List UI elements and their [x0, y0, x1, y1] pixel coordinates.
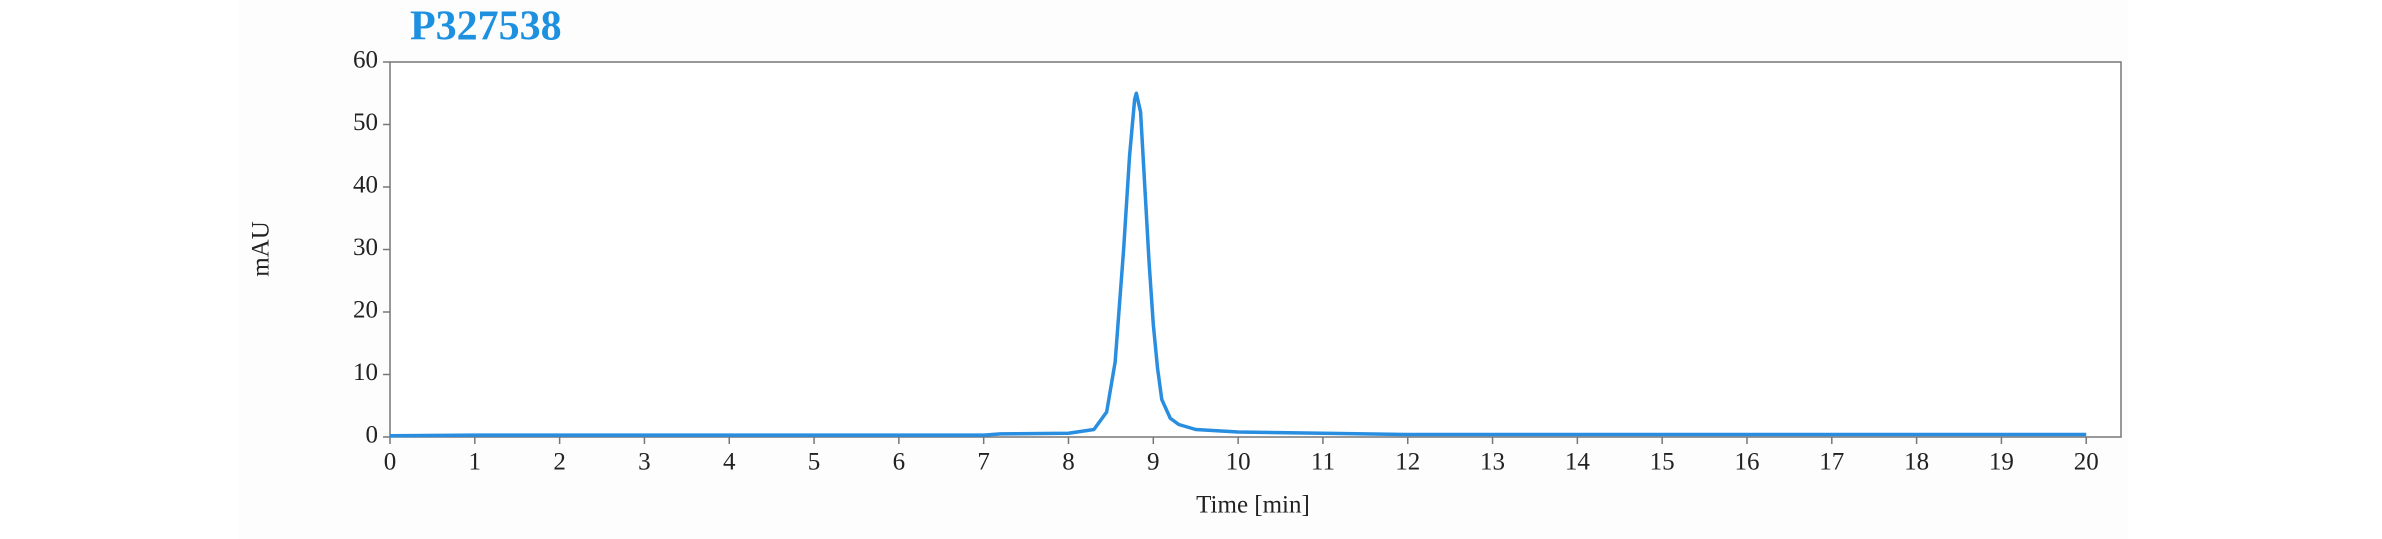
y-axis-label: mAU: [248, 221, 275, 277]
x-tick-label: 13: [1480, 449, 1505, 476]
y-tick-label: 0: [366, 422, 379, 449]
y-tick-label: 60: [353, 47, 378, 74]
trace-line: [389, 91, 2087, 438]
y-tick-label: 10: [353, 359, 378, 386]
x-tick-label: 11: [1311, 449, 1335, 476]
y-tick-label: 50: [353, 109, 378, 136]
x-tick-label: 15: [1650, 449, 1675, 476]
x-axis-label: Time [min]: [1196, 492, 1310, 519]
x-tick-label: 1: [469, 449, 482, 476]
y-tick-label: 40: [353, 172, 378, 199]
x-tick-label: 0: [384, 449, 397, 476]
x-tick-label: 4: [723, 449, 736, 476]
x-tick-label: 10: [1226, 449, 1251, 476]
y-tick-label: 20: [353, 297, 378, 324]
x-tick-label: 19: [1989, 449, 2014, 476]
y-tick-label: 30: [353, 234, 378, 261]
x-tick-label: 14: [1565, 449, 1591, 476]
x-tick-label: 16: [1734, 449, 1759, 476]
x-tick-label: 12: [1395, 449, 1420, 476]
x-tick-label: 9: [1147, 449, 1160, 476]
x-tick-label: 3: [638, 449, 651, 476]
x-tick-label: 17: [1819, 449, 1844, 476]
plot-frame: [389, 61, 2122, 438]
x-tick-label: 5: [808, 449, 821, 476]
x-tick-label: 18: [1904, 449, 1929, 476]
x-tick-label: 7: [977, 449, 990, 476]
x-tick-label: 20: [2074, 449, 2099, 476]
x-tick-label: 6: [893, 449, 906, 476]
x-tick-label: 2: [553, 449, 566, 476]
x-tick-label: 8: [1062, 449, 1075, 476]
chart-title: P327538: [410, 4, 562, 50]
